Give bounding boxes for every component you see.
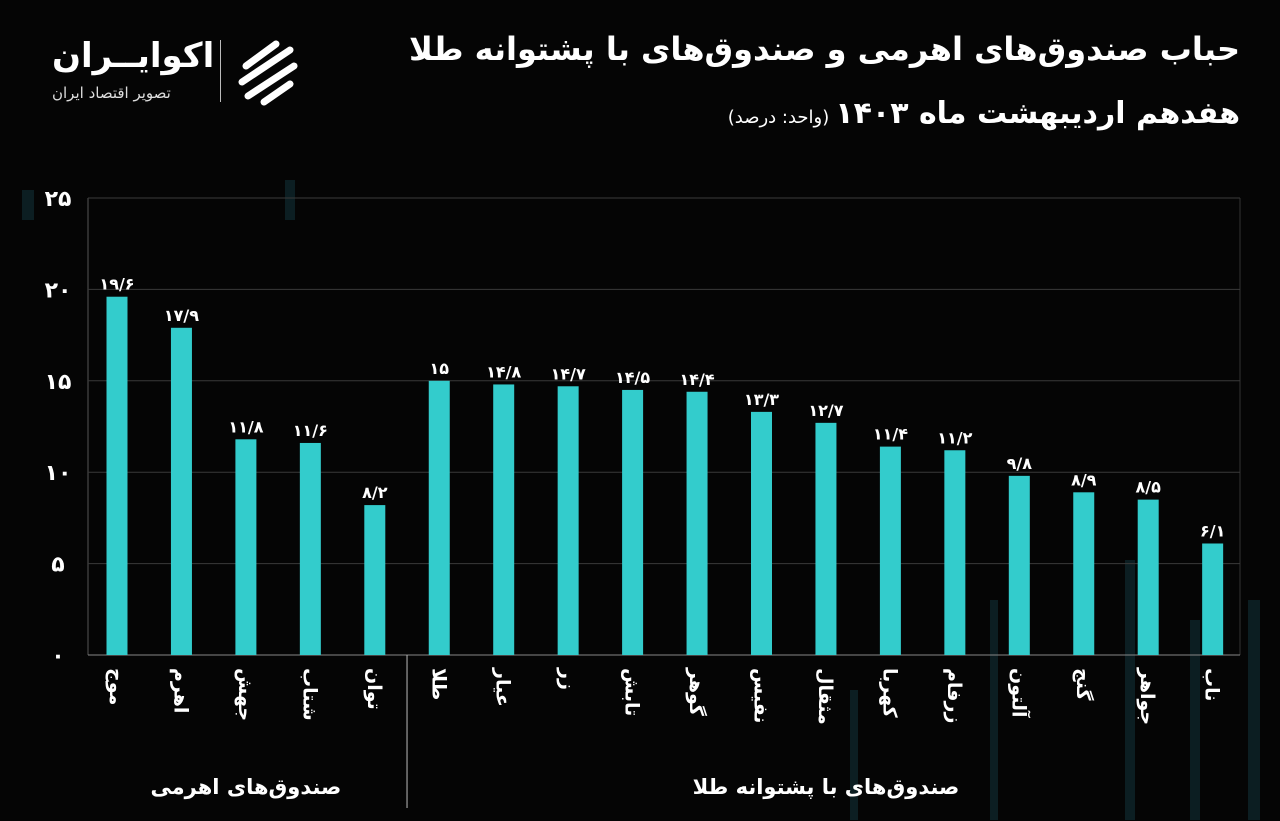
bar <box>428 380 450 655</box>
x-tick-label: گوهر <box>685 667 708 717</box>
logo-mark-icon <box>238 40 298 106</box>
data-label: ۱۴/۴ <box>679 370 714 389</box>
data-label: ۱۴/۷ <box>551 364 586 383</box>
x-tick-label: مثقال <box>814 668 836 725</box>
y-tick-label: ۲۵ <box>45 187 72 212</box>
y-tick-label: ۵ <box>51 553 64 578</box>
x-tick-label: طلا <box>427 668 449 700</box>
x-tick-label: موج <box>105 668 127 705</box>
x-tick-label: جواهر <box>1136 667 1158 725</box>
bar <box>235 439 257 655</box>
unit-label: (واحد: درصد) <box>727 107 830 128</box>
bar <box>299 442 321 655</box>
bar <box>1073 492 1095 655</box>
background-candle <box>850 690 858 820</box>
bar <box>364 505 386 655</box>
x-tick-label: جهش <box>234 668 256 721</box>
x-tick-label: شتاب <box>298 668 320 721</box>
logo-tagline: تصویر اقتصاد ایران <box>52 84 171 102</box>
x-tick-label: عیار <box>492 667 514 707</box>
x-tick-label: نفیس <box>750 668 772 723</box>
bar <box>879 446 901 655</box>
y-tick-label: ۲۰ <box>45 278 72 303</box>
data-label: ۱۱/۲ <box>937 428 972 447</box>
background-candle <box>22 190 34 220</box>
bar <box>493 384 515 655</box>
x-tick-label: کهربا <box>878 668 900 719</box>
data-label: ۱۵ <box>429 359 449 378</box>
chart-subtitle: هفدهم اردیبهشت ماه ۱۴۰۳(واحد: درصد) <box>728 96 1240 131</box>
data-label: ۶/۱ <box>1200 521 1225 540</box>
bar <box>1202 543 1224 655</box>
data-label: ۱۳/۳ <box>744 390 779 409</box>
background-candle <box>285 180 295 220</box>
group-label: صندوق‌های با پشتوانه طلا <box>693 775 960 799</box>
bar <box>1008 475 1030 655</box>
y-tick-label: ۱۰ <box>45 461 72 486</box>
background-candle <box>1125 560 1135 820</box>
logo-name: اکوایــران <box>52 36 215 76</box>
data-label: ۱۱/۶ <box>293 421 328 440</box>
x-tick-label: اهرم <box>169 668 191 713</box>
logo: اکوایــران تصویر اقتصاد ایران <box>52 36 312 108</box>
subtitle-date: هفدهم اردیبهشت ماه ۱۴۰۳ <box>835 96 1240 131</box>
data-label: ۱۲/۷ <box>808 401 843 420</box>
x-tick-label: زرفام <box>943 668 965 723</box>
bar <box>170 327 192 655</box>
bar <box>815 422 837 655</box>
y-tick-label: ۱۵ <box>45 370 72 395</box>
data-label: ۱۷/۹ <box>164 306 199 325</box>
data-label: ۱۱/۴ <box>873 425 908 444</box>
x-tick-label: زر <box>556 667 578 690</box>
data-label: ۱۴/۵ <box>615 368 650 387</box>
data-label: ۱۱/۸ <box>228 417 263 436</box>
bar <box>686 391 708 655</box>
data-label: ۱۹/۶ <box>99 275 134 294</box>
data-label: ۹/۸ <box>1007 454 1033 473</box>
bar <box>944 450 966 655</box>
data-label: ۸/۵ <box>1136 478 1162 497</box>
bar <box>751 411 772 655</box>
x-tick-label: آلتون <box>1007 668 1031 718</box>
y-tick-label: ۰ <box>51 644 64 669</box>
background-candle <box>1248 600 1260 820</box>
chart-title: حباب صندوق‌های اهرمی و صندوق‌های با پشتو… <box>409 30 1240 68</box>
background-candle <box>1190 620 1200 820</box>
x-tick-label: تابش <box>621 668 643 716</box>
data-label: ۸/۹ <box>1071 470 1097 489</box>
bar <box>1137 499 1159 655</box>
group-label: صندوق‌های اهرمی <box>150 775 341 799</box>
x-tick-label: گنج <box>1072 668 1095 701</box>
bar <box>106 296 128 655</box>
x-tick-label: ناب <box>1201 668 1223 701</box>
background-candle <box>990 600 998 820</box>
bar <box>622 389 644 655</box>
data-label: ۱۴/۸ <box>486 362 521 381</box>
logo-divider <box>220 40 221 102</box>
bar <box>557 386 579 655</box>
data-label: ۸/۲ <box>362 483 388 502</box>
x-tick-label: توان <box>363 668 385 710</box>
